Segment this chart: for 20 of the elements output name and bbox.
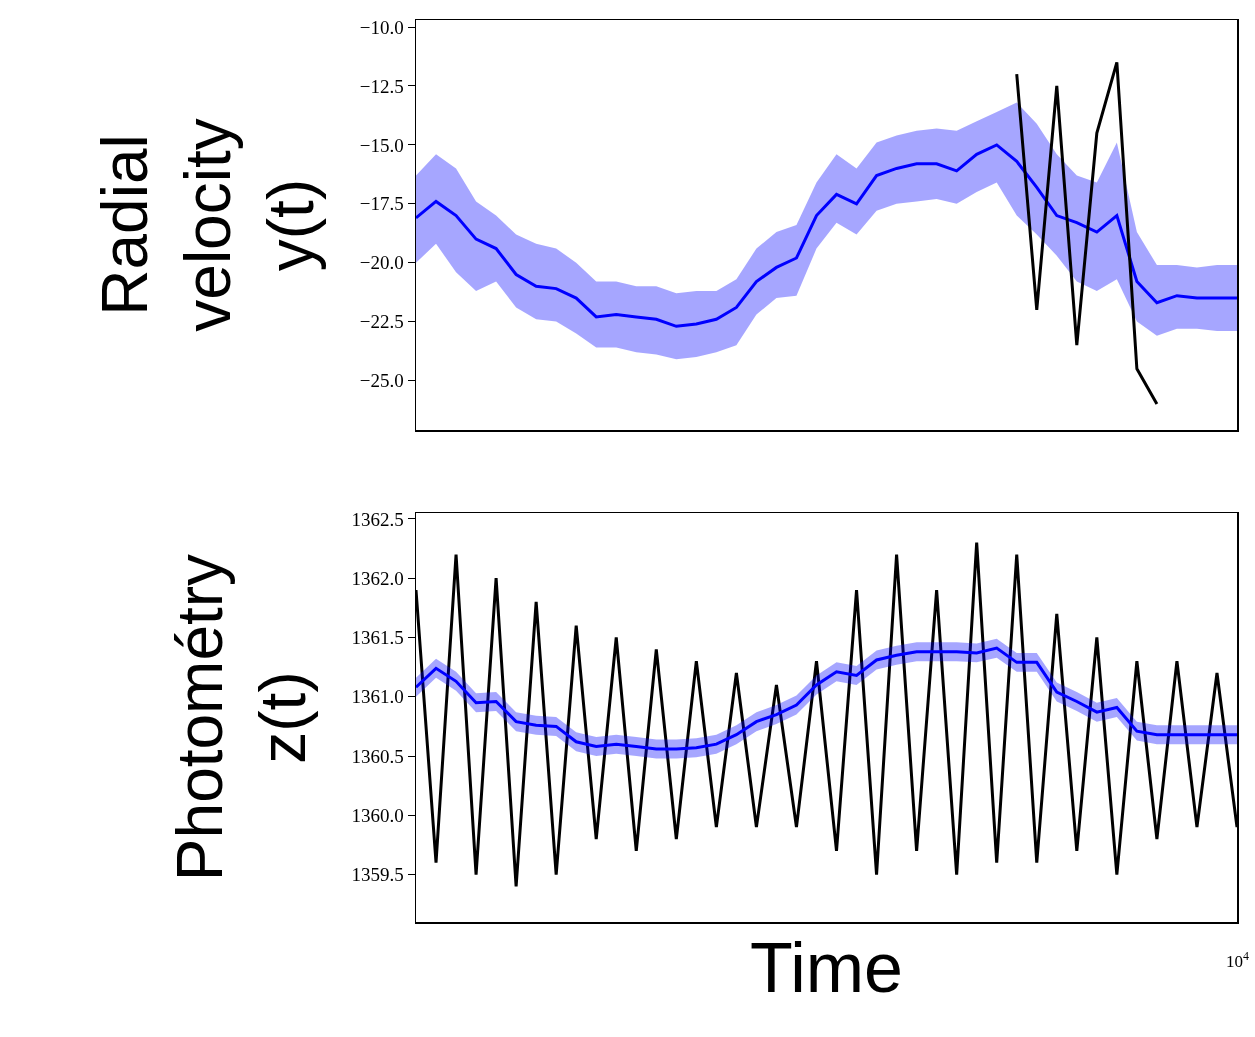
text: 10$^{4}$ (1226, 949, 1249, 972)
y-tick-label: −15.0 (359, 134, 404, 156)
y-tick-label: −25.0 (359, 370, 404, 392)
y-tick-label: −12.5 (359, 75, 404, 97)
y-tick-label: 1359.5 (351, 864, 404, 886)
y-axis-title: Radial velocity y(t) (88, 118, 328, 332)
line-series (416, 143, 1237, 328)
y-tick-label: 1362.5 (351, 508, 404, 530)
y-tick-label: 1360.5 (351, 745, 404, 767)
y-tick-label: −17.5 (359, 193, 404, 215)
y-tick-label: 1360.0 (351, 804, 404, 826)
y-tick-label: 1361.0 (351, 686, 404, 708)
y-tick-label: 1362.0 (351, 567, 404, 589)
line-series (1015, 60, 1159, 406)
y-axis-title: Photométry z(t) (163, 553, 319, 882)
y-tick-label: −20.0 (359, 252, 404, 274)
y-tick-label: −10.0 (359, 16, 404, 38)
y-tick-label: −22.5 (359, 311, 404, 333)
y-tick-label: 1361.5 (351, 627, 404, 649)
x-axis-title: Time (750, 928, 903, 1007)
